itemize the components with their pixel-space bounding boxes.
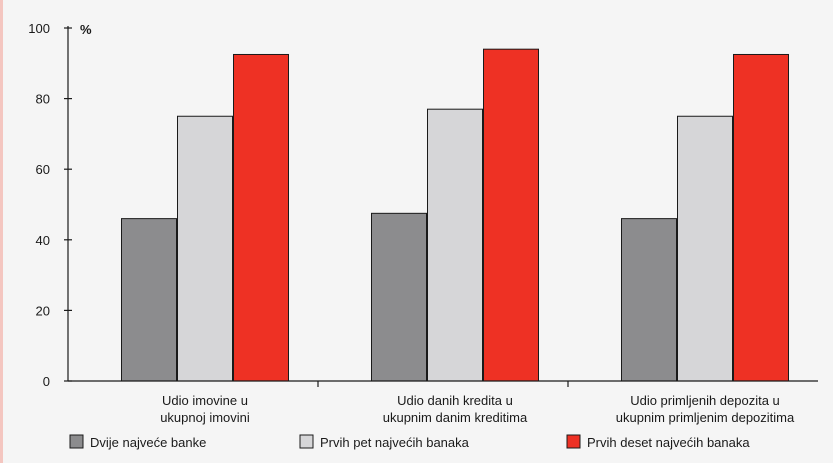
y-tick-label-100: 100 — [28, 21, 50, 36]
bar-3-1 — [234, 54, 289, 381]
y-unit-label: % — [80, 22, 92, 37]
bar-1-3 — [622, 219, 677, 381]
bar-2-1 — [178, 116, 233, 381]
y-tick-label-0: 0 — [43, 374, 50, 389]
legend-swatch-2 — [300, 435, 313, 448]
bar-3-3 — [734, 54, 789, 381]
y-tick-label-60: 60 — [36, 162, 50, 177]
bar-3-2 — [484, 49, 539, 381]
legend-label-2: Prvih pet najvećih banaka — [320, 435, 470, 450]
y-tick-label-80: 80 — [36, 92, 50, 107]
left-accent-strip — [0, 0, 3, 463]
legend-label-1: Dvije najveće banke — [90, 435, 206, 450]
y-tick-label-40: 40 — [36, 233, 50, 248]
bar-2-3 — [678, 116, 733, 381]
legend: Dvije najveće banke Prvih pet najvećih ba… — [70, 435, 750, 450]
legend-swatch-3 — [567, 435, 580, 448]
legend-label-3: Prvih deset najvećih banaka — [587, 435, 750, 450]
bar-2-2 — [428, 109, 483, 381]
bar-1-1 — [122, 219, 177, 381]
bar-1-2 — [372, 213, 427, 381]
legend-swatch-1 — [70, 435, 83, 448]
y-tick-label-20: 20 — [36, 303, 50, 318]
